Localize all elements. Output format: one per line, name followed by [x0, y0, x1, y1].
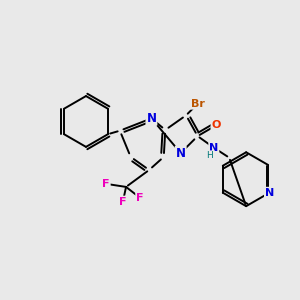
Text: N: N — [146, 112, 156, 125]
Text: F: F — [136, 193, 144, 203]
Text: Br: Br — [191, 99, 205, 109]
Text: N: N — [265, 188, 274, 198]
Text: F: F — [102, 179, 110, 189]
Text: H: H — [207, 151, 213, 160]
Text: N: N — [176, 146, 186, 160]
Text: N: N — [209, 143, 218, 153]
Text: O: O — [212, 120, 221, 130]
Text: F: F — [119, 196, 127, 206]
